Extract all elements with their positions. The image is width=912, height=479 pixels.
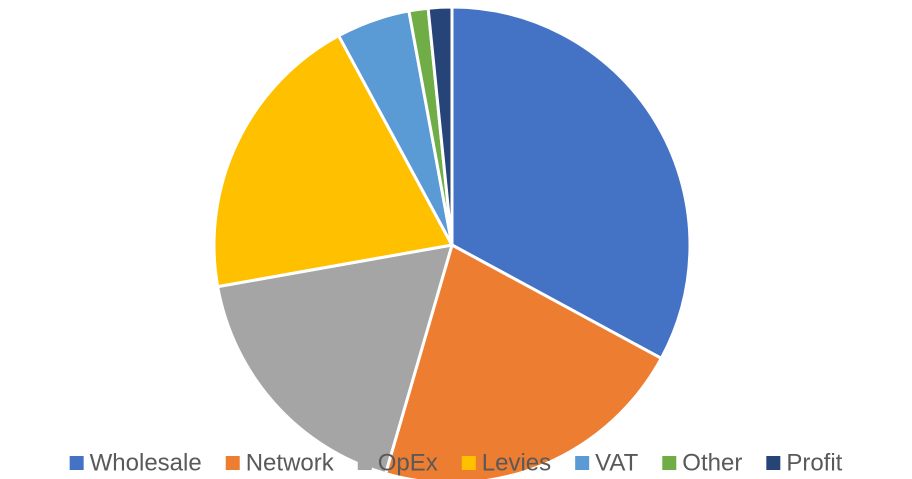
legend-marker xyxy=(357,456,372,470)
legend-label: Levies xyxy=(482,449,551,476)
legend-marker xyxy=(662,456,677,470)
legend-marker xyxy=(575,456,590,470)
legend-label: VAT xyxy=(595,449,638,476)
legend-marker xyxy=(69,456,84,470)
legend-marker xyxy=(225,456,240,470)
legend-marker xyxy=(766,456,781,470)
pie-slice xyxy=(450,5,692,360)
pie-slice xyxy=(212,34,454,289)
legend-marker xyxy=(461,456,476,470)
legend-label: OpEx xyxy=(378,449,438,476)
pie-slice xyxy=(426,5,454,247)
legend-label: Network xyxy=(246,449,335,476)
pie-slice xyxy=(384,243,663,479)
legend-label: Wholesale xyxy=(90,449,202,476)
legend-label: Profit xyxy=(786,449,842,476)
legend-label: Other xyxy=(682,449,742,476)
